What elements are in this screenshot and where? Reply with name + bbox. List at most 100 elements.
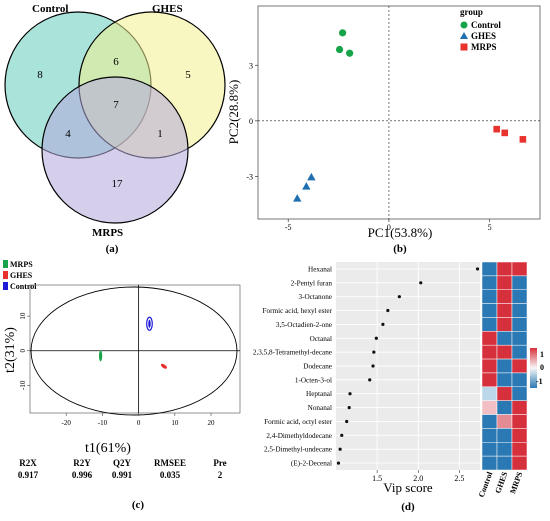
- vip-compound-label: 1-Octen-3-ol: [295, 376, 332, 384]
- heatmap-cell: [511, 344, 528, 360]
- vip-compound-label: 2-Pentyl furan: [291, 279, 333, 287]
- score-stat-header: R2Y: [73, 458, 91, 468]
- vip-point: [371, 364, 375, 368]
- heatmap-cell: [496, 317, 513, 332]
- vip-point: [381, 322, 385, 326]
- heatmap-cell: [481, 261, 498, 277]
- heatmap-cell: [481, 372, 498, 388]
- venn-count-ghes-mrps: 1: [157, 128, 163, 140]
- vip-compound-label: 2,3,5,8-Tetramethyl-decane: [253, 349, 332, 357]
- pca-legend-title: group: [460, 7, 483, 17]
- pca-point-ghes: [293, 194, 302, 202]
- heatmap-cell: [511, 400, 528, 415]
- vip-x-tick-label: 2.5: [454, 474, 464, 483]
- score-stat-header: R2X: [19, 458, 37, 468]
- pca-y-label: PC2(28.8%): [226, 80, 241, 145]
- heatmap-cell: [496, 303, 513, 318]
- venn-count-all: 7: [113, 99, 119, 111]
- vip-point: [336, 461, 341, 465]
- vip-point: [340, 433, 344, 437]
- panel-label-d: (d): [401, 501, 415, 513]
- heatmap-cell: [481, 455, 498, 471]
- score-legend-control: Control: [10, 282, 37, 291]
- pca-point-control: [339, 29, 347, 37]
- heatmap-cell: [511, 386, 528, 401]
- heatmap-cell: [496, 261, 513, 277]
- heatmap-cell: [511, 428, 528, 443]
- heatmap-cell: [496, 428, 513, 443]
- pca-legend: group Control GHES MRPS: [460, 7, 501, 52]
- vip-gridlines: [336, 262, 480, 470]
- heatmap-cell: [481, 303, 498, 318]
- heatmap-cell: [511, 414, 528, 429]
- heatmap-cells: [481, 261, 528, 471]
- pca-point-control: [335, 45, 344, 54]
- score-y-tick-label: -10: [19, 380, 27, 390]
- heatmap-cell: [481, 400, 498, 415]
- heatmap-legend-tick-1: 1: [540, 350, 544, 359]
- heatmap-column-label: Control: [477, 470, 495, 499]
- score-y-label: t2(31%): [3, 327, 18, 373]
- vip-point: [397, 295, 401, 299]
- vip-x-tick-label: 1.5: [372, 474, 382, 483]
- score-y-tick-label: 10: [19, 312, 27, 320]
- heatmap-cell: [496, 386, 513, 401]
- score-stat-value: 0.035: [160, 470, 181, 480]
- vip-point: [345, 419, 349, 424]
- score-stat-header: RMSEE: [154, 458, 186, 468]
- heatmap-cell: [511, 261, 528, 277]
- heatmap-cell: [496, 331, 513, 346]
- heatmap-cell: [511, 455, 528, 471]
- score-legend-swatch-control: [3, 282, 8, 290]
- pca-x-tick-label: -5: [285, 223, 292, 232]
- venn-label-control: Control: [32, 3, 68, 15]
- score-stat-value: 0.917: [18, 470, 39, 480]
- pca-point-control: [346, 49, 354, 57]
- panel-label-a: (a): [106, 243, 119, 255]
- heatmap-cell: [481, 386, 498, 401]
- vip-point: [475, 267, 480, 271]
- vip-compound-label: Heptanal: [306, 390, 332, 398]
- vip-compound-label: Octanal: [310, 335, 332, 343]
- pca-x-tick-label: 5: [488, 223, 492, 232]
- venn-count-ghes-only: 5: [185, 69, 191, 81]
- pca-points: [293, 29, 527, 202]
- venn-label-mrps: MRPS: [92, 227, 123, 239]
- score-legend-mrps: MRPS: [10, 260, 33, 269]
- vip-points: [336, 267, 480, 465]
- heatmap-cell: [496, 455, 513, 471]
- pca-x-tick-label: 0: [387, 223, 391, 232]
- score-stat-header: Q2Y: [113, 458, 132, 468]
- pca-ticks: -5 0 5 -3 0 3: [246, 61, 491, 232]
- heatmap-cell: [496, 414, 513, 429]
- pca-y-tick-label: 3: [249, 61, 253, 70]
- vip-compound-label: 2,5-Dimethyl-undecane: [264, 446, 332, 454]
- score-stat-value: 2: [218, 470, 223, 480]
- panel-label-c: (c): [132, 499, 145, 511]
- score-cluster-control: [146, 316, 153, 331]
- pca-legend-ghes: GHES: [471, 31, 496, 41]
- score-stat-value: 0.991: [112, 470, 133, 480]
- heatmap-cell: [481, 358, 498, 374]
- score-x-label: t1(61%): [85, 441, 131, 456]
- score-plot-frame: [29, 284, 241, 414]
- panel-label-b: (b): [393, 243, 407, 255]
- vip-point: [419, 281, 423, 285]
- pca-legend-control: Control: [471, 20, 501, 30]
- heatmap-column-label: GHES: [493, 470, 509, 494]
- pca-point-mrps: [493, 125, 500, 133]
- score-stat-value: 0.996: [72, 470, 93, 480]
- pca-x-label: PC1(53.8%): [368, 225, 433, 240]
- vip-compound-label: Formic acid, octyl ester: [264, 418, 332, 426]
- heatmap-cell: [481, 317, 498, 332]
- venn-count-control-ghes: 6: [113, 56, 119, 68]
- pca-point-mrps: [519, 136, 527, 143]
- vip-ticks: 1.5 2.0 2.5: [372, 470, 464, 483]
- vip-compound-label: Dodecane: [303, 363, 332, 371]
- pca-legend-marker-ghes: [460, 32, 468, 39]
- pca-plot-frame: [257, 5, 541, 220]
- venn-diagram: Control GHES MRPS 8 5 17 6 4 1 7 (a): [4, 3, 226, 255]
- vip-plot: Hexanal 2-Pentyl furan 3-Octanone Formic ac…: [253, 262, 480, 513]
